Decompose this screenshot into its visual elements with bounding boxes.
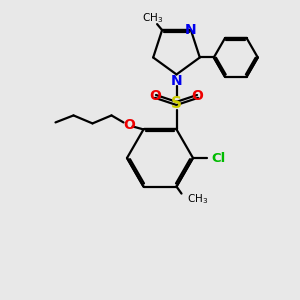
Text: Cl: Cl — [211, 152, 225, 164]
Text: CH$_3$: CH$_3$ — [142, 11, 164, 25]
Text: N: N — [171, 74, 182, 88]
Text: O: O — [150, 89, 161, 103]
Text: S: S — [171, 96, 182, 111]
Text: O: O — [192, 89, 203, 103]
Text: N: N — [185, 23, 197, 37]
Text: O: O — [124, 118, 135, 132]
Text: CH$_3$: CH$_3$ — [187, 193, 208, 206]
